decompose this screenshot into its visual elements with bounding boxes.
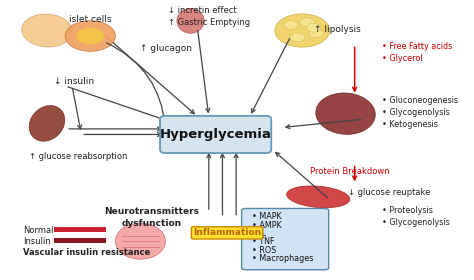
Text: Neurotransmitters
dysfunction: Neurotransmitters dysfunction [104, 207, 199, 228]
Text: islet cells: islet cells [69, 15, 111, 24]
Text: ↑ glucose reabsorption: ↑ glucose reabsorption [29, 152, 127, 161]
Circle shape [306, 23, 321, 32]
FancyBboxPatch shape [242, 209, 328, 270]
Circle shape [291, 33, 305, 42]
Text: • MAPK: • MAPK [252, 212, 281, 221]
Ellipse shape [316, 93, 375, 134]
Circle shape [283, 20, 298, 29]
Ellipse shape [29, 106, 65, 141]
Text: ↓ glucose reuptake: ↓ glucose reuptake [348, 188, 430, 197]
Text: Hyperglycemia: Hyperglycemia [160, 128, 272, 141]
Text: ↑ glucagon: ↑ glucagon [140, 44, 192, 53]
Text: Protein Breakdown: Protein Breakdown [310, 167, 390, 176]
Text: • IL: • IL [252, 229, 265, 238]
Text: • AMPK: • AMPK [252, 221, 281, 230]
Text: Insulin: Insulin [23, 237, 51, 246]
Text: Normal: Normal [23, 226, 54, 235]
Circle shape [309, 29, 323, 38]
Text: • TNF: • TNF [252, 237, 274, 246]
Text: • ROS: • ROS [252, 246, 276, 255]
Circle shape [76, 28, 104, 45]
Ellipse shape [115, 223, 165, 259]
Circle shape [65, 21, 115, 51]
Ellipse shape [287, 186, 350, 208]
Ellipse shape [177, 8, 204, 33]
Text: ↓ incretin effect
↑ Gastric Emptying: ↓ incretin effect ↑ Gastric Emptying [168, 6, 250, 27]
Text: • Gluconeogenesis
• Glycogenolysis
• Ketogenesis: • Gluconeogenesis • Glycogenolysis • Ket… [382, 96, 458, 129]
Bar [54, 227, 106, 232]
Text: • Proteolysis
• Glycogenolysis: • Proteolysis • Glycogenolysis [382, 206, 450, 227]
Text: Inflammation: Inflammation [193, 228, 261, 237]
Circle shape [300, 18, 314, 27]
Ellipse shape [22, 14, 73, 47]
Text: • Macrophages: • Macrophages [252, 254, 313, 263]
Bar [54, 238, 106, 243]
Text: ↑ lipolysis: ↑ lipolysis [314, 25, 360, 34]
Text: ↓ insulin: ↓ insulin [54, 77, 94, 86]
Text: Vascular insulin resistance: Vascular insulin resistance [23, 248, 151, 257]
Text: • Free Fatty acids
• Glycerol: • Free Fatty acids • Glycerol [382, 42, 452, 63]
Circle shape [275, 14, 329, 47]
FancyBboxPatch shape [160, 116, 271, 153]
